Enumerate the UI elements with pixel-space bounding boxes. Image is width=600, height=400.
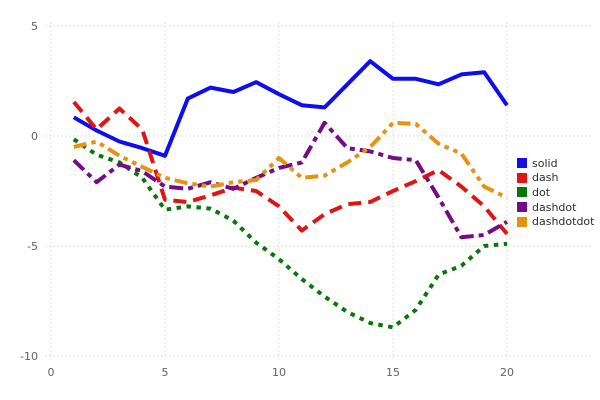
series-line-solid	[72, 59, 509, 158]
series-line-dash	[72, 100, 509, 236]
x-tick-label: 0	[47, 366, 55, 379]
legend-swatch-icon	[517, 202, 527, 213]
legend-swatch-icon	[517, 158, 527, 169]
legend-item-dashdotdot: dashdotdot	[517, 214, 594, 229]
x-tick-label: 15	[386, 366, 400, 379]
series-line-dashdotdot	[73, 120, 508, 200]
legend-item-dashdot: dashdot	[517, 200, 594, 215]
legend-item-dash: dash	[517, 171, 594, 186]
legend-label: dot	[532, 185, 551, 199]
y-tick-label: -10	[20, 349, 38, 363]
legend-label: dash	[532, 171, 559, 185]
legend-swatch-icon	[517, 172, 527, 183]
legend-item-solid: solid	[517, 156, 594, 171]
legend-swatch-icon	[517, 216, 527, 227]
legend-item-dot: dot	[517, 185, 594, 200]
x-tick-label: 5	[161, 366, 169, 379]
legend-label: dashdot	[532, 200, 577, 214]
x-tick-label: 20	[500, 366, 514, 379]
y-tick-label: -5	[27, 239, 38, 253]
legend-label: dashdotdot	[532, 215, 595, 229]
y-tick-label: 5	[31, 19, 38, 33]
x-tick-label: 10	[272, 366, 286, 379]
legend-label: solid	[532, 156, 558, 170]
legend-swatch-icon	[517, 187, 527, 198]
y-tick-label: 0	[31, 129, 38, 143]
series-line-dashdot	[72, 120, 509, 240]
legend: solid dash dot dashdot dashdotdot	[517, 156, 594, 229]
